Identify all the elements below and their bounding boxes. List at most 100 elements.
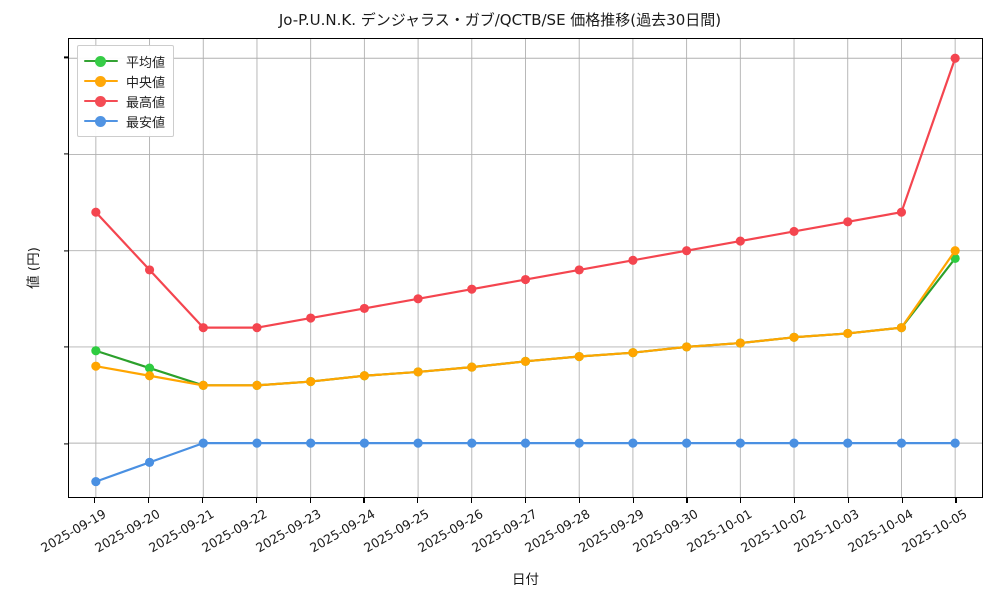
x-tick-mark: [94, 498, 96, 503]
data-point-marker: [950, 253, 960, 263]
y-tick-mark: [63, 346, 68, 348]
y-tick-mark: [63, 56, 68, 58]
data-point-marker: [574, 438, 584, 448]
data-point-marker: [252, 323, 262, 333]
x-tick-mark: [255, 498, 257, 503]
y-tick-mark: [63, 443, 68, 445]
x-tick-mark: [578, 498, 580, 503]
data-point-marker: [252, 438, 262, 448]
x-axis-label: 日付: [512, 572, 539, 588]
legend-swatch: [84, 114, 118, 128]
data-point-marker: [144, 371, 155, 381]
data-point-marker: [91, 361, 101, 371]
data-point-marker: [896, 438, 907, 448]
x-tick-mark: [417, 498, 419, 503]
data-point-marker: [789, 332, 799, 342]
x-tick-mark: [847, 498, 850, 503]
data-point-marker: [682, 342, 692, 352]
data-point-marker: [520, 356, 531, 366]
data-point-marker: [252, 380, 262, 390]
x-tick-mark: [740, 498, 742, 503]
data-point-marker: [735, 438, 745, 448]
data-point-marker: [144, 457, 155, 467]
legend-swatch: [84, 54, 118, 68]
data-point-marker: [198, 380, 208, 390]
x-tick-mark: [632, 498, 634, 503]
legend-marker-icon: [95, 75, 106, 87]
data-point-marker: [628, 348, 638, 358]
data-point-marker: [682, 438, 692, 448]
legend-item[interactable]: 中央値: [84, 71, 165, 91]
data-point-marker: [574, 351, 584, 362]
legend-item[interactable]: 最安値: [84, 111, 165, 131]
data-point-marker: [198, 323, 208, 333]
legend-marker-icon: [95, 95, 106, 107]
x-tick-mark: [363, 498, 365, 503]
y-tick-mark: [63, 250, 68, 252]
data-point-marker: [896, 207, 907, 217]
data-point-marker: [413, 367, 423, 377]
legend-item[interactable]: 平均値: [84, 51, 165, 71]
data-point-marker: [574, 265, 584, 275]
series-line: [94, 57, 957, 329]
plot-area: [68, 38, 983, 498]
legend-label: 平均値: [126, 55, 166, 71]
data-point-marker: [144, 363, 155, 373]
x-tick-mark: [955, 498, 957, 503]
x-tick-mark: [148, 498, 150, 503]
legend-label: 最安値: [126, 115, 166, 131]
data-point-marker: [843, 438, 853, 448]
data-point-marker: [91, 346, 101, 356]
data-point-marker: [735, 338, 745, 348]
data-point-marker: [91, 207, 101, 217]
data-point-marker: [789, 438, 799, 448]
legend-item[interactable]: 最高値: [84, 91, 165, 111]
data-point-marker: [843, 328, 853, 339]
x-tick-mark: [471, 498, 473, 503]
data-point-marker: [467, 362, 477, 372]
legend-marker-icon: [95, 115, 106, 127]
data-point-marker: [359, 303, 369, 313]
data-point-marker: [789, 226, 799, 237]
data-point-marker: [950, 246, 960, 256]
data-point-marker: [91, 477, 101, 487]
data-point-marker: [628, 255, 638, 265]
x-tick-mark: [524, 498, 527, 503]
grid-lines: [69, 39, 982, 497]
x-tick-mark: [309, 498, 311, 503]
data-point-marker: [896, 323, 907, 333]
series-line: [94, 442, 957, 483]
data-point-marker: [467, 284, 477, 294]
legend-swatch: [84, 74, 118, 88]
data-point-marker: [359, 371, 369, 381]
data-point-marker: [520, 274, 531, 285]
y-tick-mark: [63, 153, 68, 155]
data-point-marker: [520, 438, 531, 448]
data-point-marker: [682, 246, 692, 256]
data-point-marker: [359, 438, 369, 448]
data-point-marker: [628, 438, 638, 448]
legend-label: 最高値: [126, 95, 166, 111]
data-point-marker: [413, 294, 423, 304]
data-point-marker: [413, 438, 423, 448]
data-point-marker: [144, 265, 155, 275]
chart-legend[interactable]: 平均値中央値最高値最安値: [77, 45, 175, 137]
legend-swatch: [84, 94, 118, 108]
data-point-marker: [843, 217, 853, 227]
data-series-layer: [91, 53, 960, 487]
data-point-marker: [198, 438, 208, 448]
data-point-marker: [306, 438, 316, 448]
legend-marker-icon: [95, 55, 106, 67]
data-point-marker: [950, 53, 960, 63]
x-tick-mark: [901, 498, 903, 503]
legend-label: 中央値: [126, 75, 166, 91]
x-tick-mark: [686, 498, 688, 503]
x-tick-mark: [201, 498, 204, 503]
chart-title: Jo-P.U.N.K. デンジャラス・ガブ/QCTB/SE 価格推移(過去30日…: [278, 11, 722, 29]
data-point-marker: [735, 236, 745, 246]
x-tick-mark: [794, 498, 796, 503]
data-point-marker: [950, 438, 960, 448]
data-point-marker: [306, 376, 316, 387]
